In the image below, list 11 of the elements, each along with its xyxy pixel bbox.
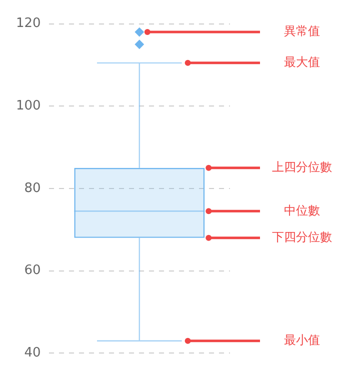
text: 上四分位數: [272, 160, 332, 174]
text: 最小值: [284, 332, 320, 347]
text: 中位數: [284, 203, 320, 218]
y-tick-label: 60: [24, 263, 41, 278]
y-tick-label: 120: [16, 16, 41, 32]
text: 異常值: [284, 24, 320, 38]
y-tick-label: 80: [24, 180, 41, 196]
text: 最大值: [284, 55, 320, 70]
y-tick-label: 40: [24, 346, 41, 361]
y-tick-label: 100: [16, 98, 41, 114]
text: 下四分位數: [272, 230, 332, 244]
